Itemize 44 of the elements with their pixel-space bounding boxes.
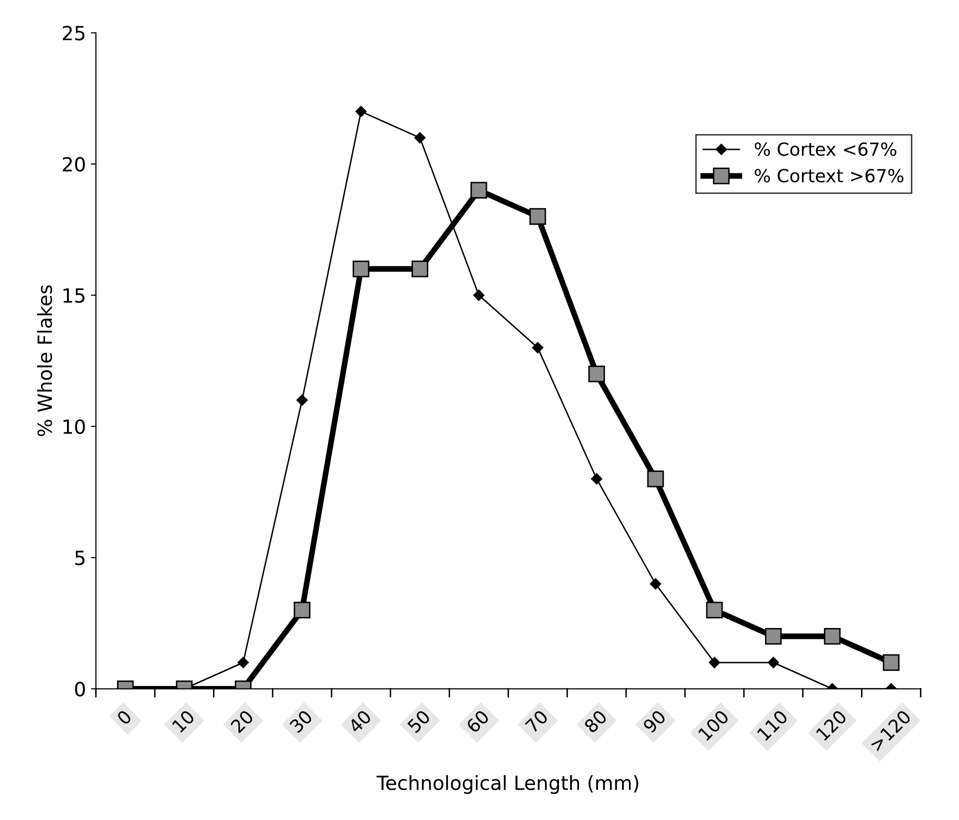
y-tick-label: 25 <box>62 26 84 40</box>
point <box>708 656 720 668</box>
point <box>412 260 428 278</box>
x-tick-label: 90 <box>642 709 667 734</box>
y-tick-label: 0 <box>75 682 85 696</box>
point <box>650 578 662 590</box>
legend-label: % Cortext >67% <box>754 168 904 182</box>
x-tick-label: 70 <box>524 709 549 734</box>
x-tick-label: 110 <box>756 709 788 742</box>
x-tick-label: 10 <box>172 709 196 733</box>
point <box>588 366 605 382</box>
point <box>355 106 367 118</box>
x-tick-label: 120 <box>816 709 848 742</box>
y-tick-label: 5 <box>75 550 84 566</box>
point <box>470 182 488 199</box>
point <box>824 628 841 645</box>
point <box>473 290 484 301</box>
point <box>529 208 546 225</box>
point <box>532 342 544 354</box>
x-tick-label: 0 <box>116 709 132 726</box>
point <box>296 394 308 406</box>
x-tick-label: 80 <box>583 709 608 734</box>
x-tick-label: 50 <box>406 709 431 734</box>
point <box>647 470 664 488</box>
point <box>706 602 723 618</box>
point <box>352 260 370 278</box>
legend-label: % Cortex <67% <box>754 142 896 156</box>
y-tick-label: 10 <box>64 419 85 434</box>
point <box>765 628 782 645</box>
point <box>294 602 310 618</box>
x-tick-label: 40 <box>348 709 372 734</box>
point <box>591 473 602 484</box>
point <box>238 656 249 668</box>
x-tick-label: 30 <box>288 709 314 734</box>
y-tick-label: 20 <box>62 156 85 172</box>
x-tick-label: 60 <box>466 709 490 734</box>
y-axis-title: % Whole Flakes <box>37 285 52 436</box>
point <box>414 132 426 144</box>
x-axis-title: Technological Length (mm) <box>376 775 638 794</box>
x-tick-label: 100 <box>698 709 730 742</box>
point <box>768 656 779 668</box>
point <box>882 654 900 671</box>
x-tick-label: 20 <box>230 709 254 734</box>
y-tick-label: 15 <box>64 288 84 303</box>
